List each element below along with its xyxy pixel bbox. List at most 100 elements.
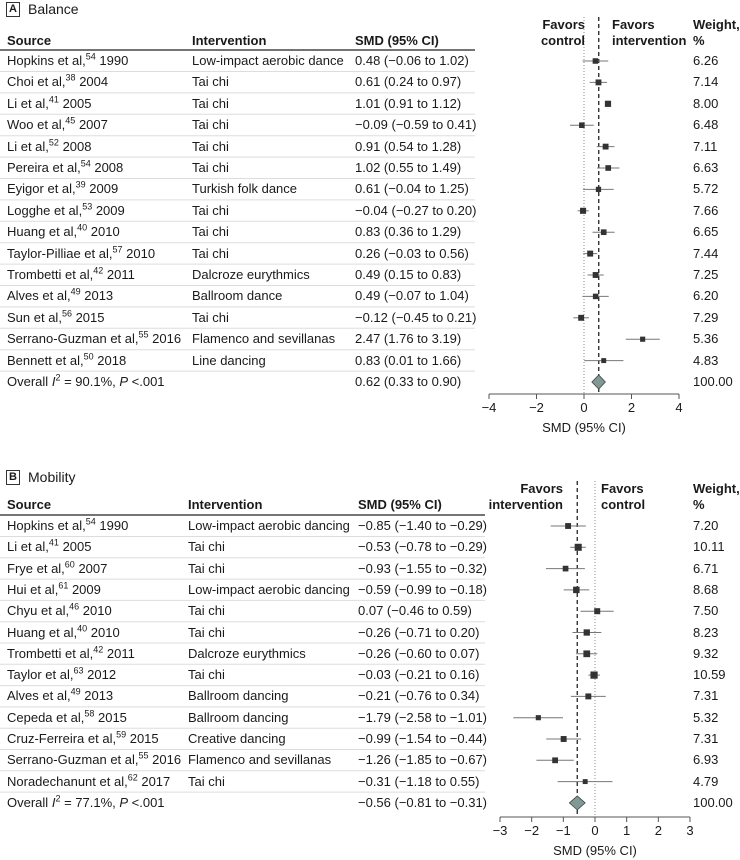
source-year: 2010 (82, 603, 112, 619)
x-axis-label: SMD (95% CI) (553, 843, 637, 858)
panel-title: Balance (28, 1, 79, 17)
source-author: Hui et al, (7, 581, 59, 597)
overall-label-cell: Overall I2 = 90.1%, P <.001 (7, 372, 165, 389)
intervention-cell: Turkish folk dance (192, 181, 298, 197)
i-squared-superscript: 2 (55, 793, 61, 804)
intervention-cell: Tai chi (192, 95, 229, 111)
intervention-cell: Dalcroze eurythmics (188, 645, 306, 661)
source-author: Eyigor et al, (7, 181, 76, 197)
intervention-cell: Creative dancing (188, 731, 286, 746)
source-year: 2018 (97, 352, 127, 368)
intervention-cell: Tai chi (192, 160, 229, 175)
source-year: 2010 (126, 245, 156, 261)
heterogeneity-stats: = 90.1%, (60, 374, 120, 389)
source-author: Alves et al, (7, 688, 71, 704)
x-tick-label: −2 (529, 400, 544, 415)
source-reference: 50 (83, 351, 94, 362)
weight-cell: 7.31 (693, 731, 719, 746)
smd-cell: 0.91 (0.54 to 1.28) (355, 138, 462, 154)
x-tick-label: 0 (591, 823, 599, 838)
effect-size-marker (640, 336, 646, 342)
source-year: 2015 (97, 709, 127, 725)
source-author: Woo et al, (7, 117, 66, 133)
smd-cell: 0.26 (−0.03 to 0.56) (355, 245, 469, 261)
i-squared-superscript: 2 (55, 372, 61, 383)
smd-cell: 2.47 (1.76 to 3.19) (355, 331, 462, 347)
smd-cell: 1.02 (0.55 to 1.49) (355, 160, 462, 175)
source-author: Serrano-Guzman et al, (7, 752, 139, 768)
source-cell: Logghe et al,53 2009 (7, 202, 125, 218)
source-reference: 38 (65, 73, 76, 84)
overall-smd-cell: 0.62 (0.33 to 0.90) (355, 374, 462, 389)
intervention-cell: Ballroom dancing (188, 709, 289, 725)
source-cell: Sun et al,56 2015 (7, 308, 105, 325)
source-cell: Hopkins et al,54 1990 (7, 51, 128, 68)
smd-cell: −0.26 (−0.71 to 0.20) (358, 624, 480, 640)
source-reference: 42 (93, 644, 104, 655)
source-year: 2013 (84, 688, 114, 704)
intervention-cell: Tai chi (188, 667, 225, 683)
intervention-cell: Flamenco and sevillanas (192, 331, 336, 347)
favors-left-label-2: control (540, 33, 585, 48)
source-reference: 54 (85, 51, 96, 62)
weight-cell: 6.20 (693, 288, 719, 304)
effect-size-marker (583, 650, 591, 658)
effect-size-marker (592, 272, 599, 278)
favors-left-label-1: Favors (520, 481, 563, 496)
weight-cell: 7.25 (693, 267, 719, 282)
source-cell: Taylor et al,63 2012 (7, 665, 116, 682)
source-reference: 63 (73, 665, 84, 676)
smd-cell: −0.53 (−0.78 to −0.29) (358, 539, 488, 555)
smd-cell: −0.04 (−0.27 to 0.20) (355, 202, 477, 218)
source-year: 2017 (141, 773, 171, 789)
column-header-intervention: Intervention (188, 497, 263, 512)
source-cell: Woo et al,45 2007 (7, 116, 108, 133)
source-cell: Alves et al,49 2013 (7, 687, 114, 704)
source-reference: 61 (58, 580, 69, 591)
source-cell: Taylor-Pilliae et al,57 2010 (7, 245, 156, 261)
source-year: 2016 (152, 331, 182, 347)
smd-cell: −0.59 (−0.99 to −0.18) (358, 581, 488, 597)
intervention-cell: Ballroom dance (192, 288, 283, 304)
source-year: 2007 (78, 560, 108, 576)
weight-cell: 7.20 (693, 518, 719, 533)
source-author: Serrano-Guzman et al, (7, 331, 139, 347)
column-header-smd: SMD (95% CI) (355, 33, 439, 48)
source-reference: 54 (80, 158, 91, 169)
source-cell: Hui et al,61 2009 (7, 580, 101, 597)
source-author: Taylor-Pilliae et al, (7, 245, 113, 261)
source-year: 2009 (89, 181, 119, 197)
effect-size-marker (562, 565, 569, 572)
smd-cell: 0.48 (−0.06 to 1.02) (355, 53, 469, 68)
i-squared-label: I (51, 794, 56, 810)
source-reference: 59 (116, 729, 127, 740)
overall-smd-cell: −0.56 (−0.81 to −0.31) (358, 794, 488, 810)
x-tick-label: −4 (481, 400, 497, 415)
weight-cell: 5.32 (693, 709, 719, 725)
source-year: 2010 (90, 224, 120, 240)
x-tick-label: 0 (580, 400, 588, 415)
column-header-weight-unit: % (693, 33, 705, 48)
intervention-cell: Low-impact aerobic dancing (188, 518, 350, 533)
effect-size-marker (580, 207, 587, 214)
effect-size-marker (552, 757, 558, 764)
weight-cell: 7.31 (693, 688, 719, 704)
column-header-source: Source (7, 33, 52, 48)
intervention-cell: Ballroom dancing (188, 688, 289, 704)
source-reference: 49 (70, 687, 81, 698)
source-reference: 56 (61, 308, 72, 319)
source-author: Hopkins et al, (7, 53, 86, 68)
source-reference: 58 (84, 708, 95, 719)
overall-weight-cell: 100.00 (693, 794, 733, 810)
favors-right-label-1: Favors (601, 481, 644, 496)
source-reference: 52 (48, 137, 59, 148)
intervention-cell: Tai chi (188, 560, 225, 576)
effect-size-marker (605, 165, 612, 171)
source-reference: 41 (48, 537, 59, 548)
source-cell: Cruz-Ferreira et al,59 2015 (7, 729, 159, 746)
weight-cell: 4.83 (693, 352, 719, 368)
weight-cell: 8.00 (693, 95, 719, 111)
source-reference: 41 (48, 94, 59, 105)
